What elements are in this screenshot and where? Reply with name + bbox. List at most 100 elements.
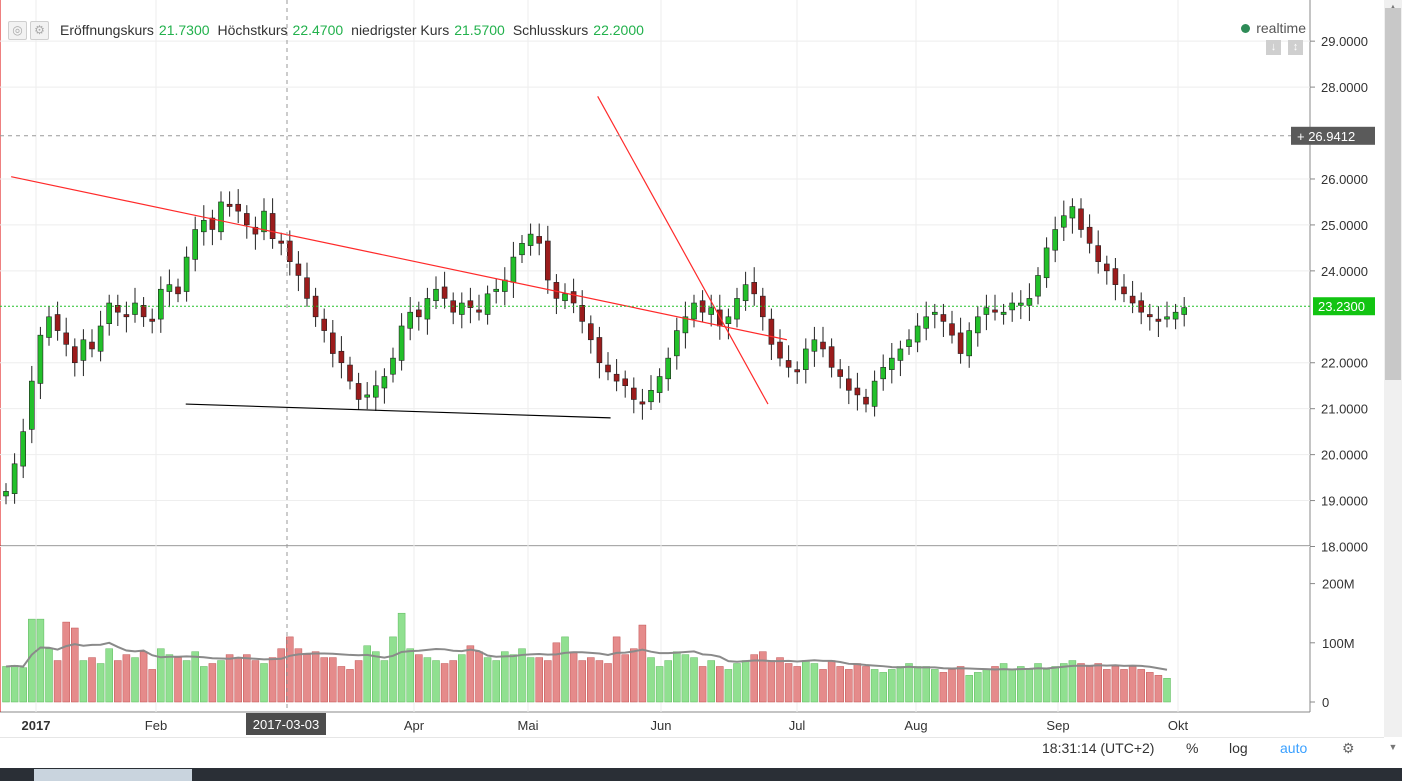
- scrollbar-thumb[interactable]: [1385, 8, 1401, 380]
- legend-low-label: niedrigster Kurs: [351, 22, 450, 38]
- vertical-scrollbar[interactable]: ▲ ▼: [1384, 0, 1402, 752]
- candle-body: [906, 339, 912, 347]
- candle-body: [226, 203, 233, 207]
- volume-bar: [251, 660, 260, 703]
- volume-bar: [922, 666, 930, 703]
- candle-body: [63, 332, 70, 345]
- resistance-trendline: [11, 176, 788, 341]
- volume-bar: [870, 669, 879, 703]
- taskbar-app-button[interactable]: [34, 769, 192, 781]
- volume-bar: [243, 654, 251, 703]
- volume-bar: [1042, 669, 1051, 703]
- volume-bar: [965, 675, 973, 703]
- crosshair-price-tag: [1291, 126, 1375, 145]
- arrow-up-down-icon[interactable]: ↕: [1288, 40, 1303, 55]
- candle-body: [132, 302, 138, 315]
- volume-bar: [784, 663, 793, 703]
- candle-body: [587, 323, 594, 341]
- volume-bar: [105, 648, 113, 703]
- candle-body: [80, 339, 87, 361]
- candle-body: [1026, 298, 1033, 306]
- candle-body: [708, 307, 715, 315]
- arrow-down-icon[interactable]: ↓: [1266, 40, 1281, 55]
- last-price-label: 23.2300: [1318, 299, 1365, 314]
- candle-body: [329, 332, 336, 354]
- candle-body: [54, 314, 61, 331]
- volume-bar: [501, 651, 509, 703]
- volume-bar: [1111, 666, 1120, 703]
- auto-button[interactable]: auto: [1280, 740, 1308, 756]
- x-tick-label: Jul: [789, 718, 806, 733]
- volume-bar: [1103, 669, 1111, 703]
- volume-bar: [690, 657, 698, 703]
- trendline-overlays[interactable]: [0, 0, 1310, 712]
- volume-bar: [260, 663, 268, 703]
- volume-bar: [1060, 663, 1068, 703]
- settings-circle-icon[interactable]: ◎: [8, 20, 27, 40]
- y-tick-label: 26.0000: [1321, 172, 1368, 187]
- candle-body: [820, 341, 826, 350]
- volume-bar: [449, 660, 457, 703]
- volume-bar: [62, 621, 70, 703]
- volume-bar: [320, 657, 328, 703]
- volume-bar: [174, 657, 182, 703]
- volume-bar: [853, 663, 862, 703]
- volume-bar: [182, 660, 191, 703]
- gear-icon[interactable]: ⚙: [1342, 740, 1355, 756]
- candle-body: [3, 491, 9, 497]
- realtime-indicator: realtime: [1241, 20, 1306, 36]
- y-tick-label: 20.0000: [1321, 448, 1368, 463]
- volume-bar: [1017, 666, 1025, 703]
- candle-body: [957, 332, 964, 354]
- candle-body: [106, 302, 112, 324]
- volume-bar: [819, 669, 827, 703]
- candle-body: [562, 293, 568, 302]
- candle-body: [983, 307, 990, 315]
- candle-body: [725, 316, 732, 324]
- chart-grid: [0, 0, 1311, 713]
- candle-body: [673, 330, 680, 357]
- os-taskbar: [0, 768, 1402, 781]
- volume-bar: [303, 654, 311, 703]
- candle-body: [845, 378, 852, 391]
- candle-body: [579, 305, 586, 322]
- candle-body: [888, 357, 895, 370]
- candle-body: [72, 346, 78, 364]
- legend-close-value: 22.2000: [593, 22, 644, 38]
- y-tick-label: 24.0000: [1321, 264, 1368, 279]
- candle-body: [751, 282, 758, 295]
- percent-button[interactable]: %: [1186, 740, 1199, 756]
- volume-bar: [888, 669, 896, 703]
- volume-bar: [234, 657, 242, 703]
- candle-body: [794, 369, 801, 373]
- y-tick-label: 28.0000: [1321, 80, 1368, 95]
- candle-body: [1104, 263, 1110, 272]
- crosshair-date-label: 2017-03-03: [253, 717, 320, 732]
- volume-bar: [122, 654, 131, 703]
- candle-body: [149, 318, 155, 322]
- candle-body: [734, 298, 740, 320]
- volume-bar: [518, 648, 526, 703]
- candle-body: [484, 293, 491, 315]
- scroll-down-icon[interactable]: ▼: [1388, 742, 1398, 752]
- volume-bar: [432, 660, 440, 703]
- candle-body: [261, 210, 267, 233]
- volume-bar: [552, 642, 561, 703]
- volume-bar: [466, 645, 475, 703]
- volume-bar: [458, 654, 466, 703]
- scroll-up-icon[interactable]: ▲: [1388, 2, 1398, 12]
- gear-icon[interactable]: ⚙: [30, 20, 49, 40]
- candle-body: [1086, 226, 1093, 244]
- volume-bar: [346, 669, 354, 703]
- volume-bar: [561, 636, 569, 703]
- candle-body: [1000, 311, 1007, 315]
- volume-bar: [664, 660, 672, 703]
- candle-body: [123, 314, 130, 318]
- candle-body: [665, 357, 672, 380]
- candle-body: [493, 288, 500, 292]
- candle-body: [97, 325, 104, 352]
- volume-tick-label: 100M: [1322, 636, 1355, 651]
- y-tick-label: 22.0000: [1321, 356, 1368, 371]
- log-button[interactable]: log: [1229, 740, 1248, 756]
- candle-body: [1052, 229, 1058, 251]
